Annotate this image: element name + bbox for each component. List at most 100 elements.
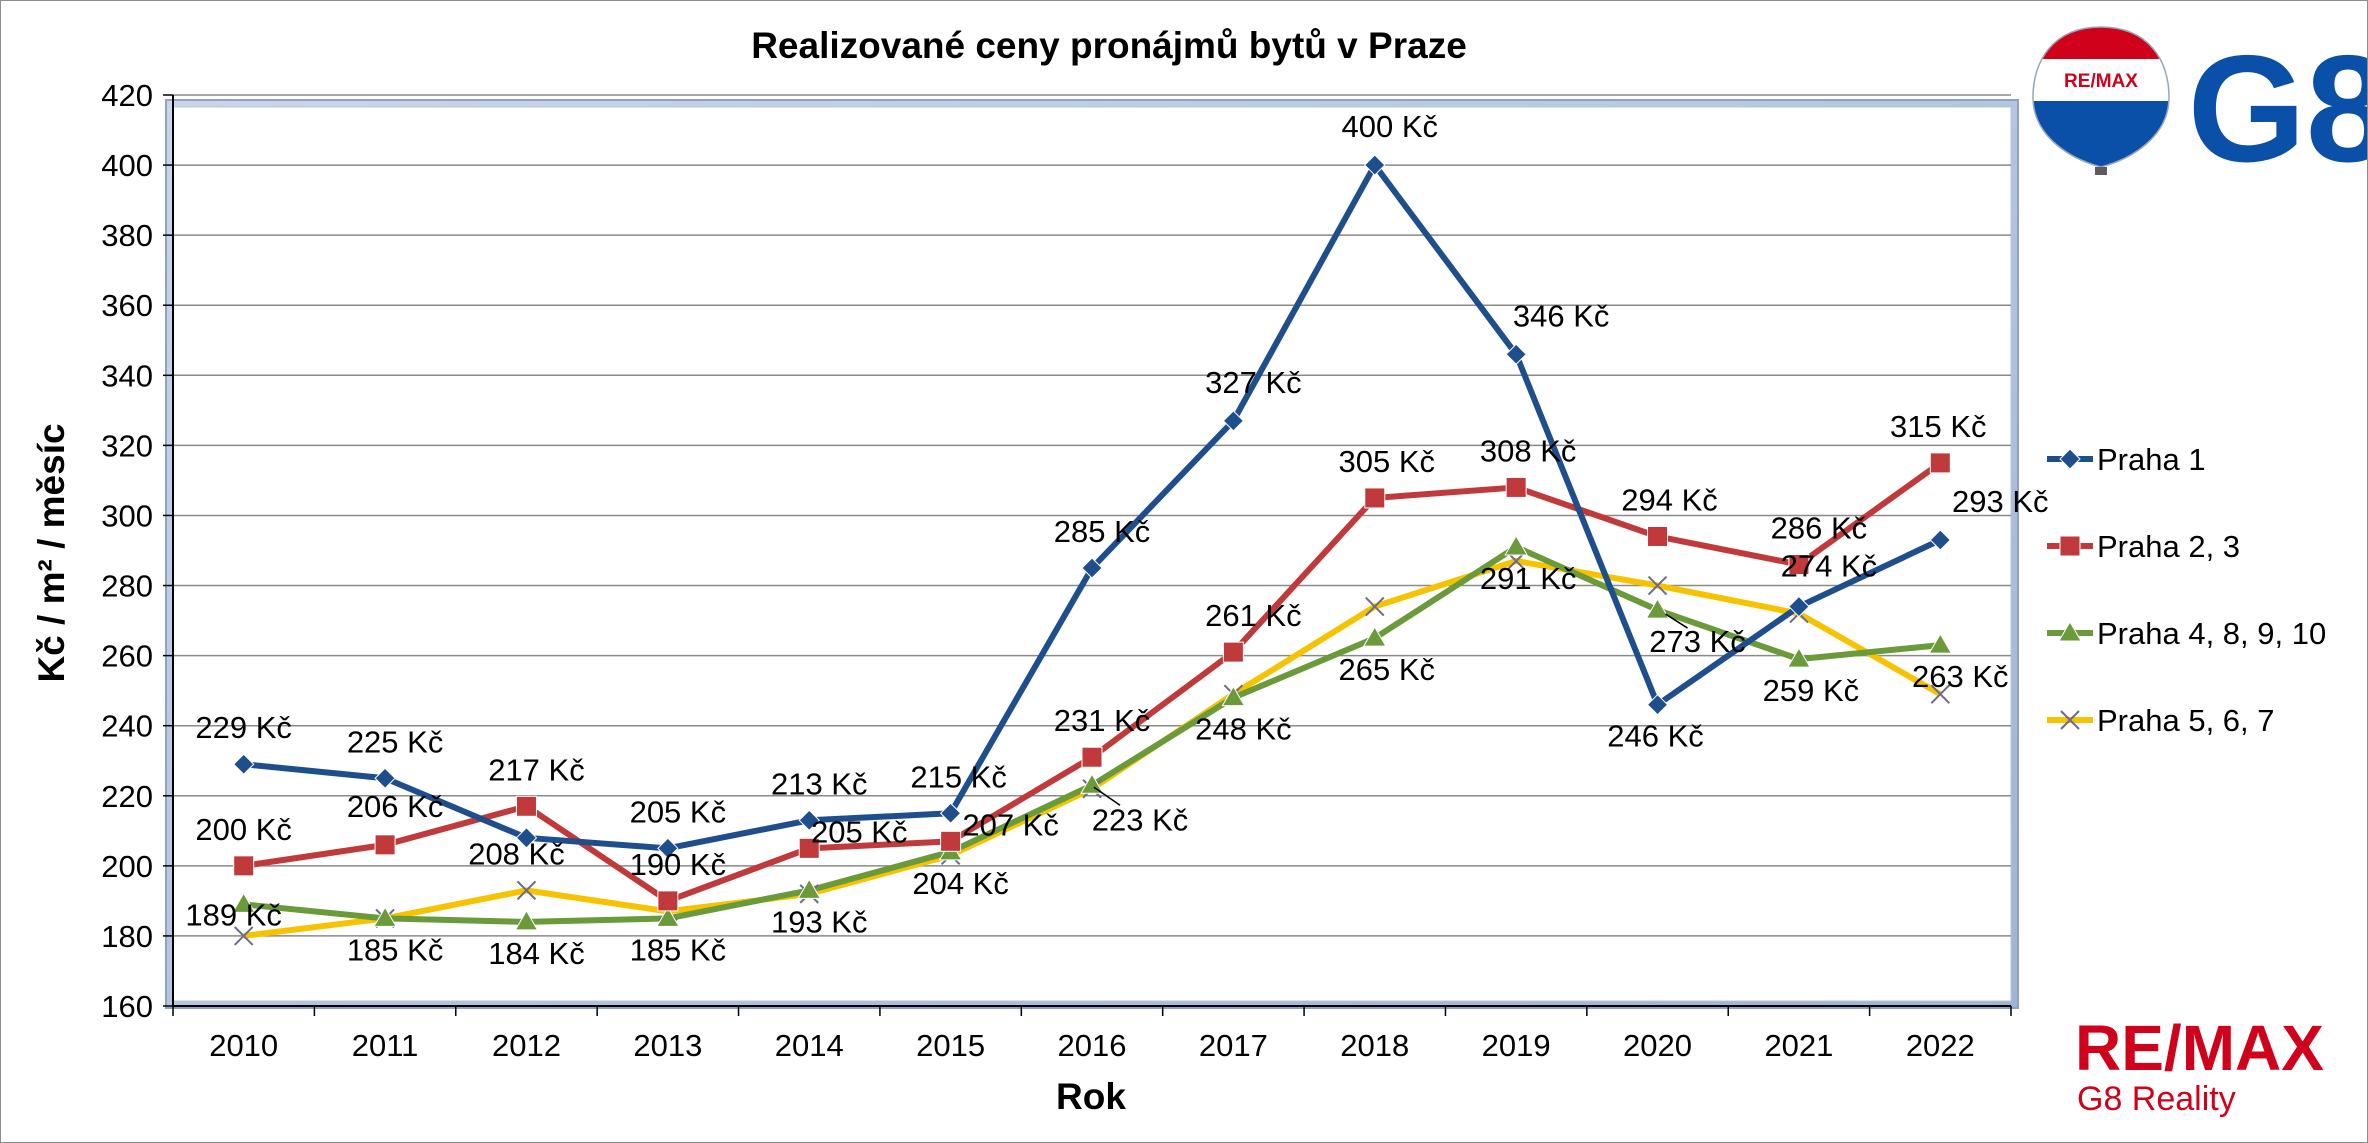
data-label: 274 Kč (1781, 549, 1878, 584)
data-label: 204 Kč (912, 866, 1009, 901)
data-label: 190 Kč (630, 847, 727, 882)
data-point-square (515, 795, 537, 817)
data-point-square (1364, 487, 1386, 509)
y-tick-label: 400 (101, 148, 153, 183)
data-point-square (2059, 535, 2081, 557)
data-label: 291 Kč (1480, 561, 1577, 596)
data-point-diamond (1929, 529, 1952, 551)
g8-logo: G8 (2188, 24, 2367, 194)
data-point-triangle (514, 909, 539, 931)
data-point-diamond (1081, 557, 1103, 579)
x-tick-label: 2012 (492, 1028, 561, 1063)
data-point-x (1365, 596, 1385, 617)
y-axis-title: Kč / m² / měsíc (31, 423, 72, 682)
y-tick-label: 260 (101, 639, 153, 674)
data-point-diamond (1222, 410, 1245, 432)
data-label: 189 Kč (185, 897, 282, 932)
data-point-triangle (231, 892, 256, 913)
y-tick-label: 420 (101, 78, 153, 113)
data-point-diamond (1788, 595, 1810, 618)
data-label: 185 Kč (347, 932, 444, 967)
data-point-diamond (1364, 154, 1386, 176)
data-label: 206 Kč (347, 789, 444, 824)
x-tick-label: 2016 (1058, 1028, 1127, 1063)
data-label: 263 Kč (1912, 659, 2009, 694)
data-label: 259 Kč (1763, 673, 1860, 708)
balloon-logo-text: RE/MAX (2064, 71, 2138, 92)
data-labels: 229 Kč 225 Kč 205 Kč 213 Kč 215 Kč 285 Kč 327 … (185, 109, 2048, 971)
data-point-triangle (797, 878, 822, 899)
data-label: 327 Kč (1205, 365, 1302, 400)
data-label: 185 Kč (630, 932, 727, 967)
legend-label: Praha 1 (2097, 442, 2206, 477)
data-point-triangle (1221, 685, 1246, 707)
remax-balloon-logo: RE/MAX (2032, 26, 2170, 175)
x-tick-label: 2010 (209, 1028, 278, 1063)
y-tick-label: 360 (101, 288, 153, 323)
data-point-triangle (1787, 647, 1811, 668)
data-point-square (374, 834, 396, 856)
y-tick-label: 300 (101, 498, 153, 533)
y-tick-label: 200 (101, 849, 153, 884)
legend-item: Praha 1 (2047, 442, 2206, 477)
data-label: 208 Kč (468, 836, 565, 871)
data-label: 229 Kč (195, 710, 292, 745)
legend-item: Praha 2, 3 (2047, 529, 2240, 564)
legend-label: Praha 4, 8, 9, 10 (2097, 616, 2326, 651)
x-tick-label: 2017 (1199, 1028, 1268, 1063)
data-label: 308 Kč (1480, 433, 1577, 468)
data-point-x (2060, 710, 2080, 730)
data-point-triangle (1504, 534, 1529, 556)
label-leader-line (1665, 613, 1688, 629)
data-point-x (516, 880, 537, 901)
data-label: 215 Kč (910, 759, 1007, 794)
gridlines (173, 94, 2011, 1007)
data-label: 261 Kč (1205, 598, 1302, 633)
y-tick-label: 340 (101, 358, 153, 393)
data-point-diamond (939, 802, 962, 824)
data-point-triangle (655, 906, 680, 927)
data-point-square (1222, 641, 1244, 663)
data-point-diamond (515, 827, 538, 849)
data-point-square (1929, 452, 1951, 474)
y-tick-label: 160 (101, 989, 153, 1024)
y-tick-label: 220 (101, 779, 153, 814)
data-label: 225 Kč (347, 724, 444, 759)
data-label: 294 Kč (1621, 482, 1718, 517)
data-point-x (233, 926, 254, 946)
data-point-square (940, 830, 962, 852)
data-point-square (1647, 525, 1669, 547)
data-label: 205 Kč (630, 794, 727, 829)
legend-label: Praha 2, 3 (2097, 529, 2240, 564)
data-point-diamond (1646, 693, 1669, 716)
label-leader-line (1093, 786, 1121, 806)
x-tick-label: 2020 (1623, 1028, 1692, 1063)
series-markers (231, 154, 1953, 946)
data-label: 346 Kč (1513, 298, 1610, 333)
data-label: 217 Kč (488, 752, 585, 787)
data-label: 285 Kč (1054, 514, 1151, 549)
data-point-diamond (2059, 448, 2081, 470)
axes: 160 180 200 220 240 260 280 300 320 340 360 380 400 4… (101, 78, 2012, 1063)
y-tick-label: 180 (101, 919, 153, 954)
data-label: 248 Kč (1195, 712, 1292, 747)
data-label: 400 Kč (1342, 109, 1439, 144)
x-tick-label: 2011 (352, 1028, 419, 1063)
data-label: 213 Kč (771, 766, 868, 801)
y-tick-label: 380 (101, 218, 153, 253)
data-point-x (1647, 575, 1668, 596)
data-point-diamond (1505, 343, 1527, 365)
data-label: 231 Kč (1054, 703, 1151, 738)
x-tick-label: 2013 (633, 1028, 702, 1063)
data-label: 207 Kč (962, 807, 1059, 842)
data-label: 246 Kč (1607, 719, 1704, 754)
data-point-square (1081, 746, 1103, 768)
x-tick-label: 2021 (1764, 1028, 1833, 1063)
data-point-square (1505, 476, 1527, 498)
data-point-diamond (798, 809, 820, 832)
data-point-triangle (1080, 773, 1104, 794)
data-point-square (657, 890, 679, 912)
y-tick-label: 240 (101, 709, 153, 744)
x-tick-label: 2019 (1482, 1028, 1551, 1063)
